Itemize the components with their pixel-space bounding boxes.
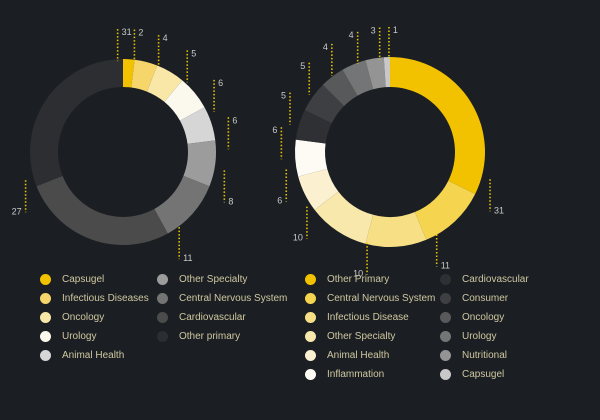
slice-other-primary bbox=[29, 59, 123, 187]
legend-swatch bbox=[440, 350, 451, 361]
slice-value-label: 10 bbox=[353, 269, 363, 279]
legend-label: Consumer bbox=[462, 293, 509, 304]
legend-swatch bbox=[40, 293, 51, 304]
legend-label: Capsugel bbox=[462, 369, 505, 380]
slice-value-label: 5 bbox=[300, 61, 305, 71]
legend-label: Inflammation bbox=[327, 369, 385, 380]
legend-swatch bbox=[305, 274, 316, 285]
slice-value-label: 3 bbox=[371, 25, 376, 35]
legend-swatch bbox=[305, 312, 316, 323]
slice-value-label: 11 bbox=[183, 253, 192, 263]
legend-label: Animal Health bbox=[62, 350, 125, 361]
legend-label: Nutritional bbox=[462, 350, 508, 361]
slice-value-label: 5 bbox=[281, 91, 286, 101]
slice-oncology bbox=[146, 65, 183, 102]
legend-swatch bbox=[305, 293, 316, 304]
legend-label: Other Primary bbox=[327, 274, 390, 285]
slice-value-label: 11 bbox=[441, 260, 450, 270]
legend-label: Infectious Disease bbox=[327, 312, 409, 323]
legend-label: Capsugel bbox=[62, 274, 105, 285]
legend-label: Other Specialty bbox=[327, 331, 396, 342]
slice-central-nervous-system bbox=[414, 180, 476, 240]
slice-central-nervous-system bbox=[154, 175, 210, 234]
slice-animal-health bbox=[179, 107, 216, 144]
legend-label: Oncology bbox=[462, 312, 505, 323]
legend-swatch bbox=[157, 293, 168, 304]
slice-oncology bbox=[322, 69, 358, 107]
slice-value-label: 1 bbox=[393, 25, 398, 35]
legend-label: Animal Health bbox=[327, 350, 390, 361]
slice-value-label: 4 bbox=[349, 30, 354, 40]
legend-swatch bbox=[305, 331, 316, 342]
slice-other-specialty bbox=[183, 140, 216, 187]
legend-swatch bbox=[157, 312, 168, 323]
legend-label: Cardiovascular bbox=[179, 312, 246, 323]
slice-urology bbox=[164, 80, 205, 121]
legend-label: Central Nervous System bbox=[179, 293, 288, 304]
legend-swatch bbox=[157, 331, 168, 342]
legend-label: Cardiovascular bbox=[462, 274, 529, 285]
legend-label: Urology bbox=[462, 331, 497, 342]
legend-label: Oncology bbox=[62, 312, 105, 323]
slice-infectious-diseases bbox=[131, 59, 158, 92]
slice-other-primary bbox=[390, 57, 486, 195]
legend-swatch bbox=[305, 350, 316, 361]
slice-infectious-disease bbox=[365, 212, 427, 247]
legend-swatch bbox=[440, 293, 451, 304]
slice-nutritional bbox=[365, 57, 386, 90]
slice-value-label: 6 bbox=[218, 78, 223, 88]
slice-urology bbox=[342, 60, 374, 96]
slice-value-label: 4 bbox=[163, 33, 168, 43]
legend-label: Other Specialty bbox=[179, 274, 248, 285]
donut-chart-1: 2 4 5 6 6 8 11 27 31 bbox=[12, 27, 238, 263]
slice-animal-health bbox=[298, 168, 339, 210]
slice-value-label: 10 bbox=[293, 233, 303, 243]
slice-inflammation bbox=[295, 139, 328, 177]
legend-swatch bbox=[440, 274, 451, 285]
slice-cardiovascular bbox=[36, 175, 168, 246]
legend-swatch bbox=[40, 331, 51, 342]
legend-swatch bbox=[40, 350, 51, 361]
slice-value-label: 6 bbox=[232, 115, 237, 125]
legend-swatch bbox=[157, 274, 168, 285]
legend-label: Infectious Diseases bbox=[62, 293, 149, 304]
legend-swatch bbox=[440, 331, 451, 342]
slice-other-specialty bbox=[314, 191, 374, 244]
slice-value-label: 6 bbox=[277, 195, 282, 205]
slice-value-label: 4 bbox=[323, 42, 328, 52]
slice-capsugel bbox=[383, 57, 390, 88]
slice-value-label: 31 bbox=[494, 205, 504, 215]
legend-swatch bbox=[305, 369, 316, 380]
slice-value-label: 6 bbox=[272, 125, 277, 135]
slice-value-label: 5 bbox=[191, 48, 196, 58]
slice-capsugel bbox=[123, 59, 135, 88]
slice-consumer bbox=[304, 84, 345, 124]
legend-swatch bbox=[440, 312, 451, 323]
legend-swatch bbox=[40, 274, 51, 285]
slice-value-label: 2 bbox=[138, 28, 143, 38]
legend-label: Urology bbox=[62, 331, 97, 342]
legend-swatch bbox=[440, 369, 451, 380]
legend-label: Central Nervous System bbox=[327, 293, 436, 304]
slice-value-label: 31 bbox=[122, 27, 132, 37]
slice-value-label: 27 bbox=[12, 206, 22, 216]
slice-cardiovascular bbox=[295, 109, 332, 144]
legend-swatch bbox=[40, 312, 51, 323]
slice-value-label: 8 bbox=[228, 196, 233, 206]
legend-label: Other primary bbox=[179, 331, 241, 342]
